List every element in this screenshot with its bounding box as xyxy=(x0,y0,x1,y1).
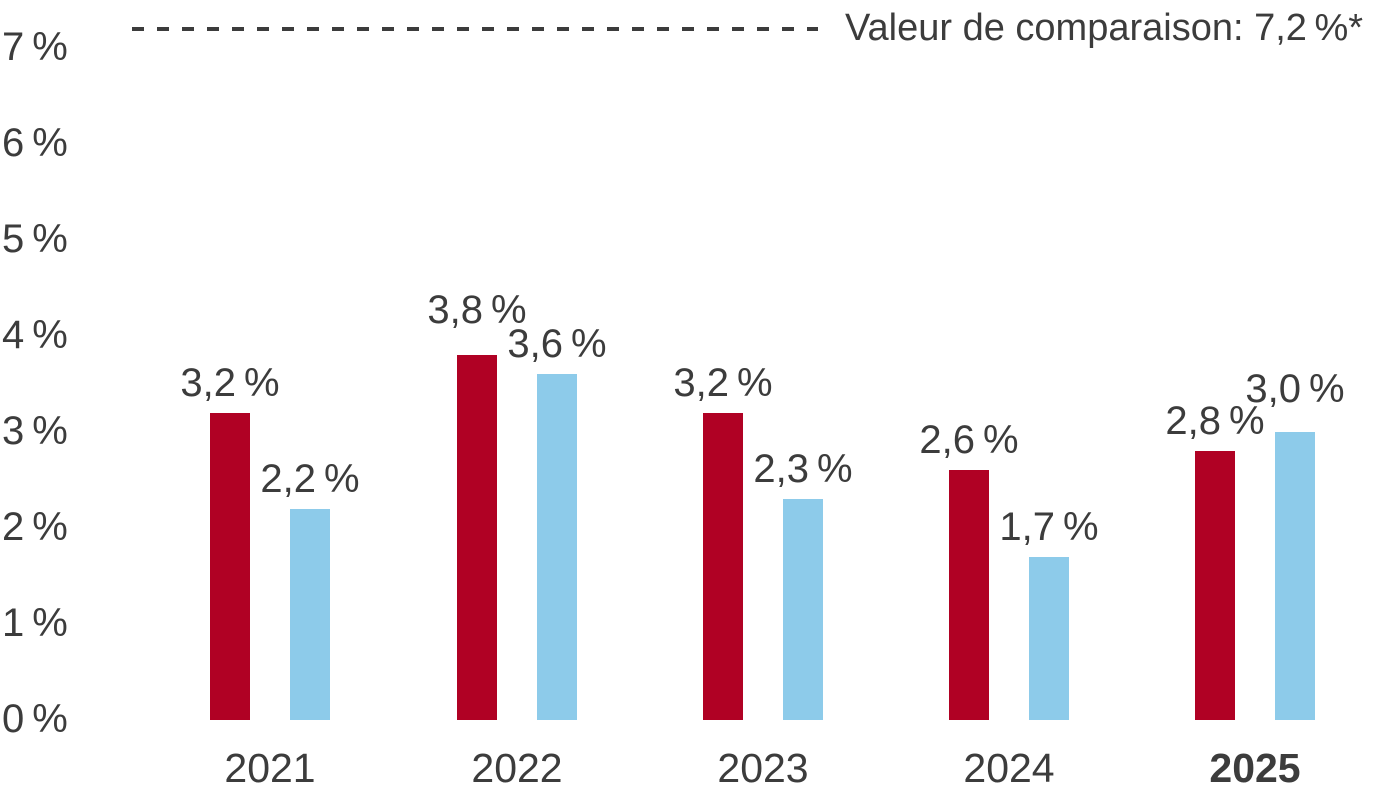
y-axis-tick-label: 4 % xyxy=(2,313,68,358)
bar-2023-red xyxy=(703,413,743,720)
bar-2024-red xyxy=(949,470,989,720)
bar-value-label-2021-red: 3,2 % xyxy=(180,361,280,405)
bar-2022-red xyxy=(457,355,497,720)
x-axis-label-2024: 2024 xyxy=(963,745,1055,791)
y-axis-tick-label: 2 % xyxy=(2,505,68,550)
bar-2021-blue xyxy=(290,509,330,720)
x-axis-label-2021: 2021 xyxy=(224,745,316,791)
bar-2022-blue xyxy=(537,374,577,720)
bar-2025-red xyxy=(1195,451,1235,720)
y-axis-tick-label: 1 % xyxy=(2,601,68,646)
bar-2023-blue xyxy=(783,499,823,720)
x-axis-label-2022: 2022 xyxy=(471,745,563,791)
bar-value-label-2022-blue: 3,6 % xyxy=(507,322,607,366)
bar-2025-blue xyxy=(1275,432,1315,720)
x-axis-label-2025: 2025 xyxy=(1209,745,1301,791)
comparison-reference-label: Valeur de comparaison: 7,2 %* xyxy=(845,7,1364,49)
bar-value-label-2024-red: 2,6 % xyxy=(919,418,1019,462)
bar-2021-red xyxy=(210,413,250,720)
bar-value-label-2022-red: 3,8 % xyxy=(427,288,527,332)
bar-2024-blue xyxy=(1029,557,1069,720)
bar-value-label-2024-blue: 1,7 % xyxy=(999,505,1099,549)
x-axis-label-2023: 2023 xyxy=(717,745,809,791)
bar-value-label-2025-red: 2,8 % xyxy=(1165,399,1265,443)
bar-value-label-2023-blue: 2,3 % xyxy=(753,447,853,491)
y-axis-tick-label: 7 % xyxy=(2,25,68,70)
comparison-reference-dashed-line xyxy=(132,27,818,31)
bar-value-label-2023-red: 3,2 % xyxy=(673,361,773,405)
y-axis-tick-label: 5 % xyxy=(2,217,68,262)
y-axis-tick-label: 6 % xyxy=(2,121,68,166)
y-axis-tick-label: 3 % xyxy=(2,409,68,454)
y-axis-tick-label: 0 % xyxy=(2,697,68,742)
bar-value-label-2021-blue: 2,2 % xyxy=(260,457,360,501)
bar-value-label-2025-blue: 3,0 % xyxy=(1245,367,1345,411)
